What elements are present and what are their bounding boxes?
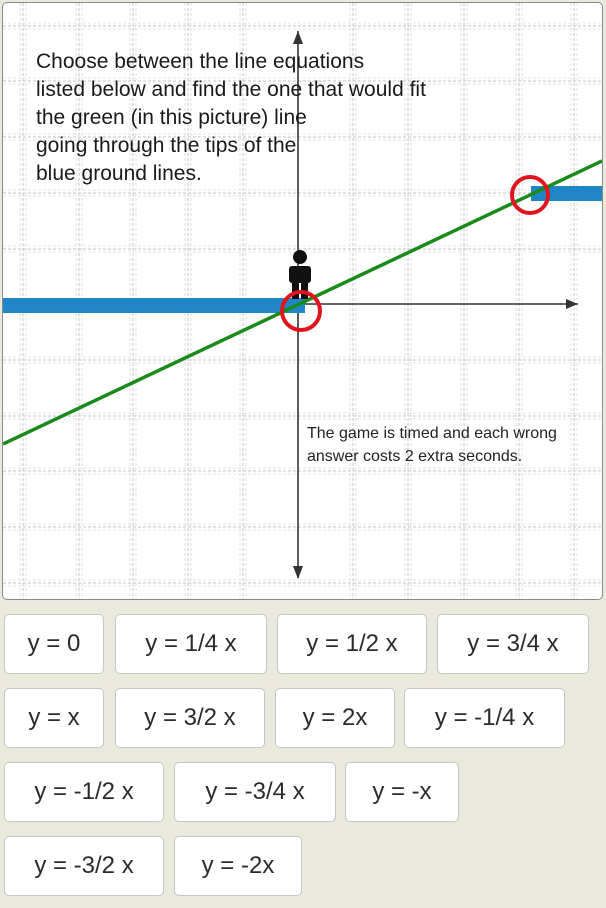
answer-button[interactable]: y = -1/4 x (404, 688, 565, 748)
answer-button[interactable]: y = 0 (4, 614, 104, 674)
arrow-down-icon (293, 566, 303, 579)
target-circle-icon (280, 290, 322, 332)
timer-note: The game is timed and each wrong answer … (307, 425, 557, 465)
answer-button[interactable]: y = 3/2 x (115, 688, 265, 748)
arrow-right-icon (566, 299, 578, 309)
arrow-up-icon (293, 31, 303, 44)
game-board: Choose between the line equations listed… (2, 2, 603, 600)
answer-button[interactable]: y = x (4, 688, 104, 748)
green-line (3, 159, 602, 446)
ground-left (3, 298, 305, 313)
answer-button[interactable]: y = -3/2 x (4, 836, 164, 896)
coordinate-graph (3, 3, 602, 599)
answer-button[interactable]: y = -1/2 x (4, 762, 164, 822)
answer-button[interactable]: y = 1/2 x (277, 614, 427, 674)
answer-button[interactable]: y = 1/4 x (115, 614, 267, 674)
grid (3, 3, 602, 599)
answer-button[interactable]: y = -2x (174, 836, 302, 896)
answer-button[interactable]: y = 3/4 x (437, 614, 589, 674)
target-circle-icon (510, 175, 550, 215)
answer-button[interactable]: y = -x (345, 762, 459, 822)
answer-button[interactable]: y = 2x (275, 688, 395, 748)
instructions-text: Choose between the line equations listed… (36, 50, 426, 185)
answer-button[interactable]: y = -3/4 x (174, 762, 336, 822)
